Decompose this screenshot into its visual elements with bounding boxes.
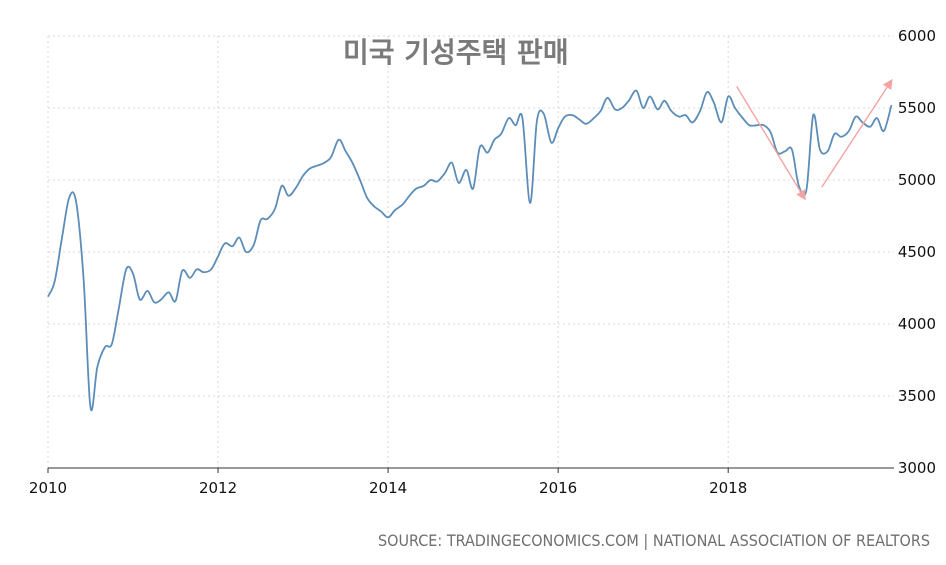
series-line xyxy=(47,89,893,412)
chart-title: 미국 기성주택 판매 xyxy=(343,36,569,69)
y-tick-label: 4500 xyxy=(898,243,936,261)
x-tick-label: 2010 xyxy=(29,479,67,497)
x-tick-label: 2012 xyxy=(199,479,237,497)
x-tick-label: 2018 xyxy=(709,479,747,497)
y-tick-label: 3000 xyxy=(898,459,936,477)
y-tick-label: 3500 xyxy=(898,387,936,405)
y-tick-label: 5500 xyxy=(898,99,936,117)
trend-arrow xyxy=(821,78,893,188)
x-tick-label: 2016 xyxy=(539,479,577,497)
axes: 3000 3500 4000 4500 5000 5500 6000 2010 2012 2014… xyxy=(29,27,936,497)
x-tick-label: 2014 xyxy=(369,479,407,497)
grid xyxy=(47,35,894,468)
chart-source: SOURCE: TRADINGECONOMICS.COM | NATIONAL … xyxy=(378,531,930,550)
annotations xyxy=(736,78,893,201)
trend-arrow xyxy=(736,86,806,201)
y-tick-label: 4000 xyxy=(898,315,936,333)
y-tick-label: 6000 xyxy=(898,27,936,45)
series-layer xyxy=(47,89,893,412)
y-tick-label: 5000 xyxy=(898,171,936,189)
